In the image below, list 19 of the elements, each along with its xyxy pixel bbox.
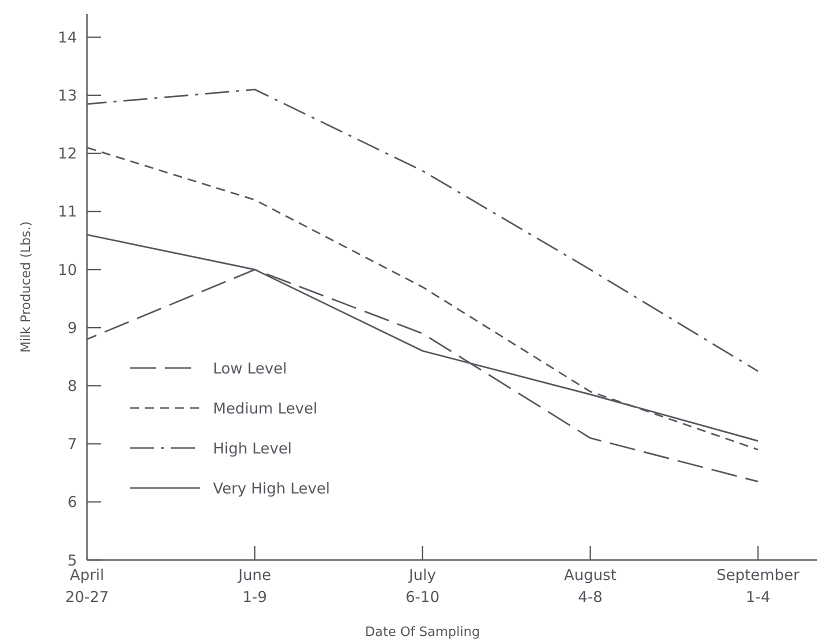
y-tick-label: 10 — [58, 260, 77, 279]
x-tick-label: June 1-9 — [237, 566, 272, 606]
legend-label: High Level — [213, 439, 292, 458]
y-axis-title: Milk Produced (Lbs.) — [19, 221, 34, 353]
x-tick-label: September 1-4 — [716, 566, 800, 606]
y-tick-label: 6 — [67, 493, 77, 512]
y-tick-label: 12 — [58, 144, 77, 163]
y-tick-label: 11 — [58, 202, 77, 221]
legend-label: Medium Level — [213, 399, 318, 418]
y-tick-label: 13 — [58, 86, 77, 105]
y-tick-label: 9 — [67, 318, 77, 337]
legend-label: Low Level — [213, 359, 287, 378]
legend-label: Very High Level — [213, 479, 330, 498]
x-tick-label: July 6-10 — [405, 566, 440, 606]
y-tick-label: 14 — [58, 28, 77, 46]
x-tick-label: August 4-8 — [564, 566, 617, 606]
y-tick-label: 7 — [67, 435, 77, 454]
x-axis-title: Date Of Sampling — [365, 625, 480, 640]
y-tick-label: 8 — [67, 376, 77, 395]
